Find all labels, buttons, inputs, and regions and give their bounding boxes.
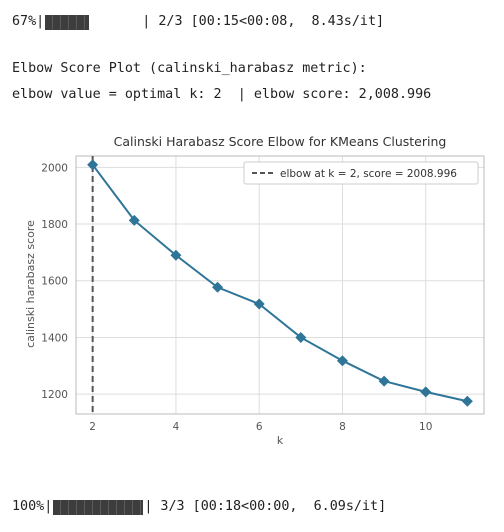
x-tick-label: 10 [419,421,432,433]
series-line [91,164,468,403]
chart-title: Calinski Harabasz Score Elbow for KMeans… [114,134,447,149]
elbow-result: elbow value = optimal k: 2 | elbow score… [12,87,432,102]
progress-bar-top: 67%| | 2/3 [00:15<00:08, 8.43s/it] [12,13,384,31]
chart-legend: elbow at k = 2, score = 2008.996 [243,161,479,185]
data-point [87,159,99,171]
progress-stats: | 3/3 [00:18<00:00, 6.09s/it] [144,499,387,514]
chart-grid [76,156,484,414]
progress-bar-bottom: 100%| | 3/3 [00:18<00:00, 6.09s/it] [12,498,386,516]
plot-frame [75,155,485,415]
x-tick-label: 8 [339,421,346,433]
progress-percent: 67%| [12,14,45,29]
x-tick-label: 2 [89,421,96,433]
legend-box [243,161,479,185]
chart-ylabel: calinski harabasz score [24,220,37,348]
y-tick-label: 1400 [41,332,68,344]
progress-percent: 100%| [12,499,53,514]
x-tick-label: 4 [173,421,180,433]
chart-axes: 2 4 6 8 10 1200 1400 1600 1800 2000 [41,155,485,433]
y-tick-label: 1800 [41,219,68,231]
elbow-heading: Elbow Score Plot (calinski_harabasz metr… [12,61,367,76]
data-point [295,331,307,343]
y-tick-label: 2000 [41,162,68,174]
data-point [378,375,390,387]
data-point [420,386,432,398]
y-tick-label: 1600 [41,276,68,288]
x-tick-label: 6 [256,421,263,433]
progress-fill [53,499,144,515]
progress-fill [45,14,90,30]
data-point [128,214,140,226]
elbow-chart-svg: 2 4 6 8 10 1200 1400 1600 1800 2000 elbow at k = … [24,134,485,447]
data-point [336,355,348,367]
progress-track [45,14,111,30]
legend-label: elbow at k = 2, score = 2008.996 [280,168,457,180]
data-point [461,395,473,407]
data-point [170,249,182,261]
elbow-chart: 2 4 6 8 10 1200 1400 1600 1800 2000 elbow at k = … [20,128,490,456]
data-point [212,281,224,293]
chart-data-layer [87,156,473,414]
chart-xlabel: k [277,434,284,447]
progress-track [53,499,144,515]
y-tick-label: 1200 [41,389,68,401]
progress-stats: | 2/3 [00:15<00:08, 8.43s/it] [142,14,385,29]
